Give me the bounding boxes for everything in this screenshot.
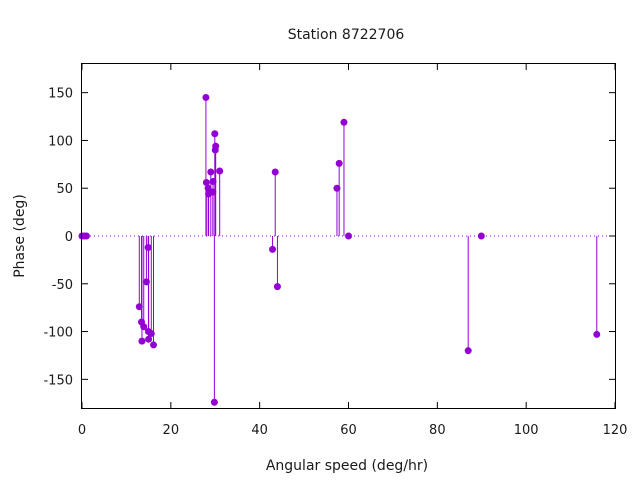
data-point bbox=[593, 330, 601, 338]
x-tick-label: 40 bbox=[251, 423, 268, 438]
data-point bbox=[269, 245, 277, 253]
data-point bbox=[216, 167, 224, 175]
data-point bbox=[204, 184, 212, 192]
data-point bbox=[333, 184, 341, 192]
x-axis-label: Angular speed (deg/hr) bbox=[266, 458, 428, 474]
x-tick-label: 0 bbox=[78, 423, 86, 438]
y-tick-label: 100 bbox=[48, 134, 73, 149]
data-point bbox=[273, 283, 281, 291]
y-tick-label: -150 bbox=[43, 373, 73, 388]
data-point bbox=[202, 178, 210, 186]
data-point bbox=[212, 142, 220, 150]
data-point bbox=[210, 398, 218, 406]
x-tick-label: 100 bbox=[514, 423, 539, 438]
y-tick-label: -50 bbox=[52, 278, 73, 293]
data-point bbox=[147, 329, 155, 337]
x-tick-label: 60 bbox=[340, 423, 357, 438]
data-point bbox=[140, 323, 148, 331]
data-point bbox=[209, 178, 217, 186]
data-point bbox=[477, 232, 485, 240]
data-point bbox=[464, 347, 472, 355]
data-point bbox=[207, 168, 215, 176]
y-axis-label: Phase (deg) bbox=[12, 194, 28, 278]
x-tick-label: 20 bbox=[163, 423, 180, 438]
x-tick-label: 80 bbox=[429, 423, 446, 438]
data-point bbox=[144, 243, 152, 251]
data-point bbox=[202, 93, 210, 101]
chart-title: Station 8722706 bbox=[288, 27, 405, 43]
data-point bbox=[345, 232, 352, 240]
data-point bbox=[340, 118, 348, 126]
y-tick-label: 50 bbox=[56, 182, 73, 197]
x-tick-label: 120 bbox=[603, 423, 628, 438]
y-tick-label: 0 bbox=[65, 230, 73, 245]
y-tick-label: 150 bbox=[48, 87, 73, 102]
data-point bbox=[135, 303, 143, 311]
data-point bbox=[82, 232, 90, 240]
data-point bbox=[209, 188, 217, 196]
data-point bbox=[271, 168, 279, 176]
data-point bbox=[150, 341, 158, 349]
plot-area: 0 20 40 60 80 100 120 -150 -100 -50 0 50 100 150 bbox=[43, 64, 627, 438]
y-tick-label: -100 bbox=[43, 326, 73, 341]
data-point bbox=[145, 335, 153, 343]
data-point bbox=[335, 159, 343, 167]
data-point bbox=[142, 278, 150, 286]
plot-frame bbox=[81, 63, 616, 409]
data-point bbox=[138, 337, 146, 345]
data-point bbox=[211, 130, 219, 138]
